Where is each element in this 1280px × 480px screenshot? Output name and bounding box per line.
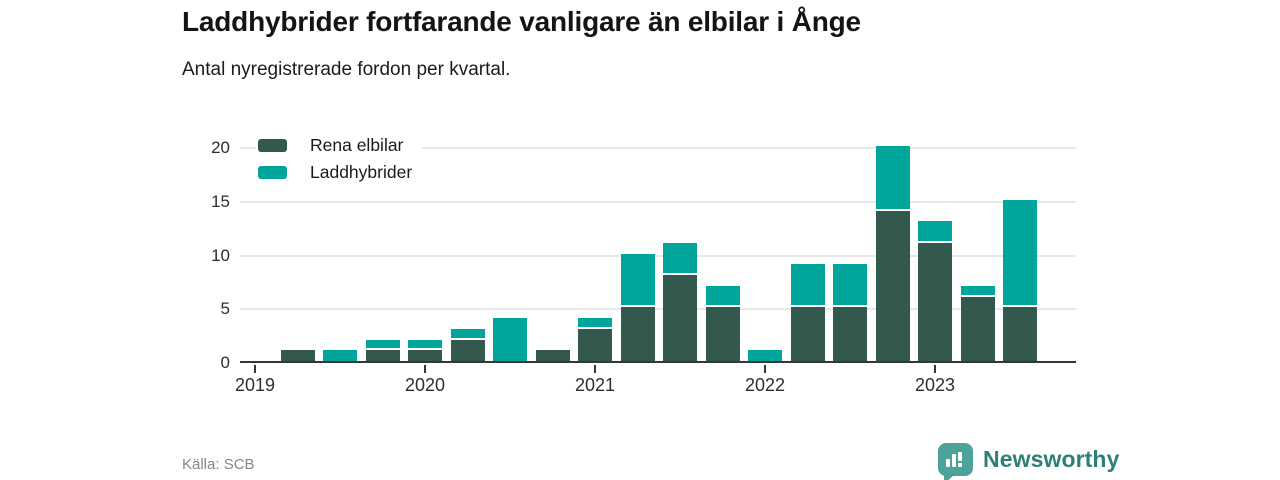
bar-segment-laddhybrider xyxy=(663,242,697,275)
brand-name: Newsworthy xyxy=(983,446,1120,472)
bar-segment-elbilar xyxy=(365,350,400,361)
plot-area xyxy=(240,146,1076,373)
bar-segment-laddhybrider xyxy=(833,264,867,308)
bar-segment-elbilar xyxy=(790,307,825,361)
x-axis-label-2023: 2023 xyxy=(914,375,956,395)
source-credit: Källa: SCB xyxy=(182,456,255,473)
gridline-y15 xyxy=(240,200,1076,203)
bar-segment-elbilar xyxy=(1003,307,1037,361)
x-axis-tick-2022 xyxy=(764,365,766,373)
bar-segment-elbilar xyxy=(705,307,740,361)
x-axis-tick-2020 xyxy=(424,365,426,373)
bar-segment-elbilar xyxy=(450,339,485,361)
bar-segment-laddhybrider xyxy=(408,339,442,351)
x-axis-label-2022: 2022 xyxy=(744,375,786,395)
x-axis-label-2019: 2019 xyxy=(234,375,276,395)
gridline-y20 xyxy=(240,147,1076,149)
bar-segment-laddhybrider xyxy=(790,264,825,308)
legend-item-laddhybrider: Laddhybrider xyxy=(258,159,412,186)
legend-label: Laddhybrider xyxy=(310,162,413,182)
bar-segment-laddhybrider xyxy=(918,221,952,243)
bar-segment-elbilar xyxy=(960,296,995,361)
bar-segment-laddhybrider xyxy=(705,285,740,308)
legend-item-rena-elbilar: Rena elbilar xyxy=(258,132,412,159)
bar-segment-laddhybrider xyxy=(1003,199,1037,308)
page-title: Laddhybrider fortfarande vanligare än el… xyxy=(182,6,861,37)
bar-segment-elbilar xyxy=(620,307,655,361)
y-axis-label-20: 20 xyxy=(211,138,230,157)
x-axis-tick-2021 xyxy=(594,365,596,373)
x-axis-label-2021: 2021 xyxy=(574,375,616,395)
legend-swatch-laddhybrider xyxy=(258,166,287,179)
chart-subtitle: Antal nyregistrerade fordon per kvartal. xyxy=(182,59,511,80)
gridline-y10 xyxy=(240,254,1076,257)
bar-segment-laddhybrider xyxy=(323,350,357,361)
y-axis-label-0: 0 xyxy=(220,353,230,372)
bar-segment-elbilar xyxy=(833,307,867,361)
bar-segment-elbilar xyxy=(663,275,697,361)
bar-segment-elbilar xyxy=(408,350,442,361)
bar-segment-laddhybrider xyxy=(578,318,612,329)
gridline-y5 xyxy=(240,308,1076,311)
newsworthy-chart-bubble-icon xyxy=(938,443,973,480)
bar-segment-elbilar xyxy=(875,210,910,361)
bar-segment-laddhybrider xyxy=(748,350,782,361)
x-axis-tick-2023 xyxy=(934,365,936,373)
bar-segment-laddhybrider xyxy=(960,285,995,297)
bar-segment-elbilar xyxy=(578,328,612,361)
x-axis-label-2020: 2020 xyxy=(404,375,446,395)
bar-segment-laddhybrider xyxy=(365,339,400,351)
bar-segment-laddhybrider xyxy=(875,146,910,211)
bar-segment-elbilar xyxy=(280,350,315,361)
bar-segment-laddhybrider xyxy=(620,253,655,308)
legend: Rena elbilar Laddhybrider xyxy=(256,130,423,188)
bar-segment-elbilar xyxy=(918,242,952,361)
bar-segment-laddhybrider xyxy=(493,318,527,361)
y-axis-label-5: 5 xyxy=(220,299,230,319)
newsworthy-logo[interactable]: Newsworthy xyxy=(938,443,1120,480)
x-axis-tick-2019 xyxy=(254,365,256,373)
legend-swatch-rena-elbilar xyxy=(258,139,287,152)
y-axis-label-10: 10 xyxy=(211,245,230,265)
bar-segment-elbilar xyxy=(535,350,570,361)
bar-segment-laddhybrider xyxy=(450,328,485,340)
legend-label: Rena elbilar xyxy=(310,135,404,155)
y-axis-label-15: 15 xyxy=(211,191,230,211)
